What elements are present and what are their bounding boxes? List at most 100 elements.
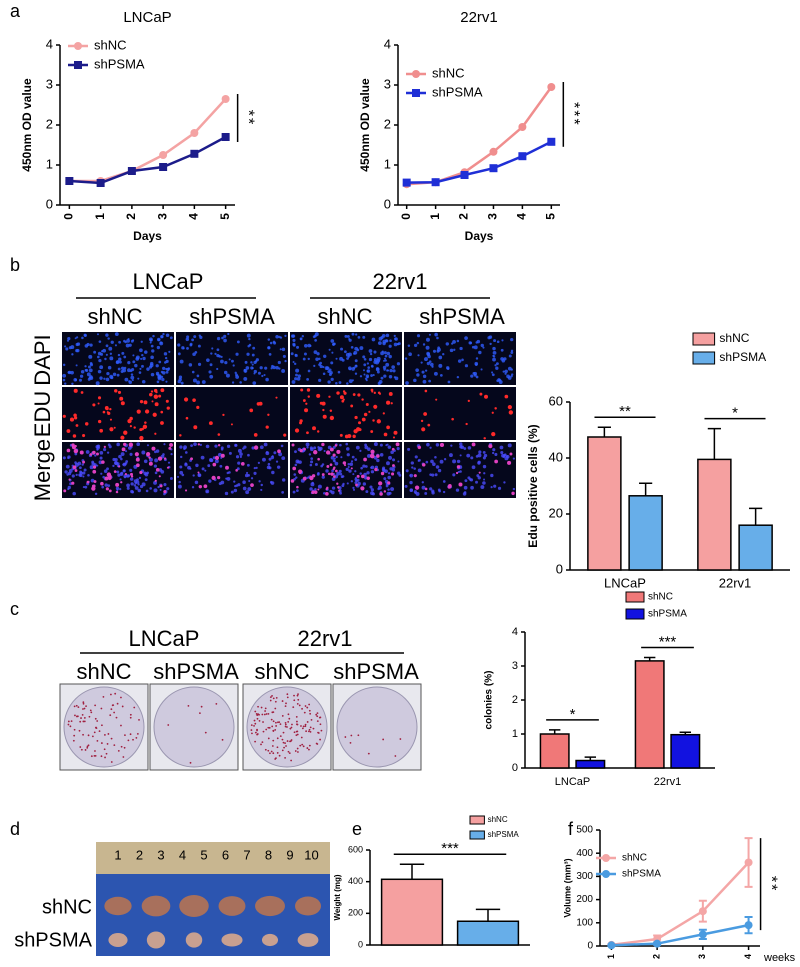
- texture: [438, 363, 443, 368]
- texture: [179, 455, 183, 459]
- texture: [378, 392, 382, 395]
- texture: [407, 344, 411, 347]
- texture: [490, 473, 494, 478]
- texture: [494, 459, 498, 464]
- y-tick-label: 0: [587, 941, 593, 952]
- texture: [422, 463, 426, 467]
- texture: [165, 399, 169, 403]
- y-tick-label: 2: [46, 116, 53, 131]
- texture: [369, 453, 375, 458]
- y-tick-label: 1: [512, 728, 518, 740]
- texture: [504, 394, 509, 399]
- texture: [368, 349, 373, 353]
- texture: [88, 368, 93, 373]
- texture: [341, 399, 345, 403]
- texture: [216, 367, 219, 371]
- texture: [447, 483, 452, 488]
- texture: [272, 365, 276, 370]
- texture: [271, 694, 273, 697]
- texture: [316, 715, 319, 718]
- texture: [509, 452, 513, 456]
- chart-title: LNCaP: [123, 9, 171, 26]
- texture: [255, 712, 258, 715]
- texture: [352, 473, 355, 476]
- texture: [373, 358, 378, 362]
- texture: [379, 443, 383, 447]
- texture: [281, 749, 284, 752]
- texture: [117, 367, 121, 371]
- texture: [328, 373, 332, 377]
- texture: [386, 461, 390, 466]
- x-tick-label: 4: [187, 213, 201, 220]
- texture: [214, 444, 218, 448]
- texture: [100, 707, 103, 710]
- texture: [269, 752, 271, 755]
- texture: [456, 339, 460, 343]
- texture: [124, 340, 127, 344]
- y-tick-label: 0: [358, 939, 363, 949]
- y-axis-title: 450nm OD value: [358, 78, 372, 172]
- texture: [293, 362, 297, 366]
- texture: [184, 463, 188, 467]
- texture: [445, 342, 450, 346]
- texture: [107, 443, 111, 447]
- texture: [293, 694, 295, 697]
- texture: [337, 370, 341, 374]
- texture: [314, 339, 317, 342]
- texture: [361, 417, 366, 422]
- ruler-number: 4: [179, 847, 186, 862]
- texture: [431, 489, 435, 493]
- texture: [368, 357, 373, 362]
- texture: [231, 381, 235, 384]
- texture: [195, 463, 199, 468]
- texture: [203, 484, 208, 489]
- panel-label: a: [10, 1, 21, 21]
- series-line: [406, 140, 552, 184]
- texture: [314, 487, 317, 491]
- texture: [373, 350, 377, 354]
- texture: [370, 388, 374, 392]
- texture: [146, 471, 149, 475]
- texture: [281, 456, 286, 461]
- texture: [67, 371, 71, 374]
- texture: [421, 485, 426, 490]
- texture: [97, 396, 102, 400]
- texture: [247, 487, 252, 491]
- texture: [442, 353, 445, 356]
- texture: [129, 468, 133, 472]
- texture: [432, 349, 437, 353]
- texture: [120, 435, 125, 440]
- texture: [120, 724, 122, 727]
- texture: [305, 402, 308, 405]
- texture: [149, 487, 152, 490]
- texture: [119, 396, 124, 401]
- legend-label: shPSMA: [488, 830, 520, 839]
- y-tick-label: 3: [512, 660, 518, 672]
- texture: [321, 475, 325, 479]
- texture: [285, 745, 287, 747]
- texture: [364, 465, 368, 468]
- texture: [130, 375, 135, 380]
- texture: [338, 381, 342, 384]
- texture: [102, 475, 106, 479]
- texture: [333, 460, 336, 463]
- texture: [345, 447, 350, 451]
- texture: [459, 454, 462, 457]
- texture: [467, 476, 471, 480]
- texture: [385, 333, 390, 338]
- texture: [354, 372, 358, 375]
- texture: [246, 463, 250, 467]
- texture: [358, 421, 362, 425]
- texture: [339, 433, 343, 437]
- texture: [197, 362, 202, 366]
- texture: [242, 480, 246, 484]
- texture: [273, 451, 277, 455]
- texture: [113, 470, 117, 473]
- texture: [346, 334, 350, 338]
- texture: [122, 756, 125, 758]
- texture: [303, 352, 307, 356]
- texture: [127, 739, 130, 742]
- texture: [80, 370, 85, 374]
- texture: [247, 474, 250, 477]
- texture: [286, 696, 289, 699]
